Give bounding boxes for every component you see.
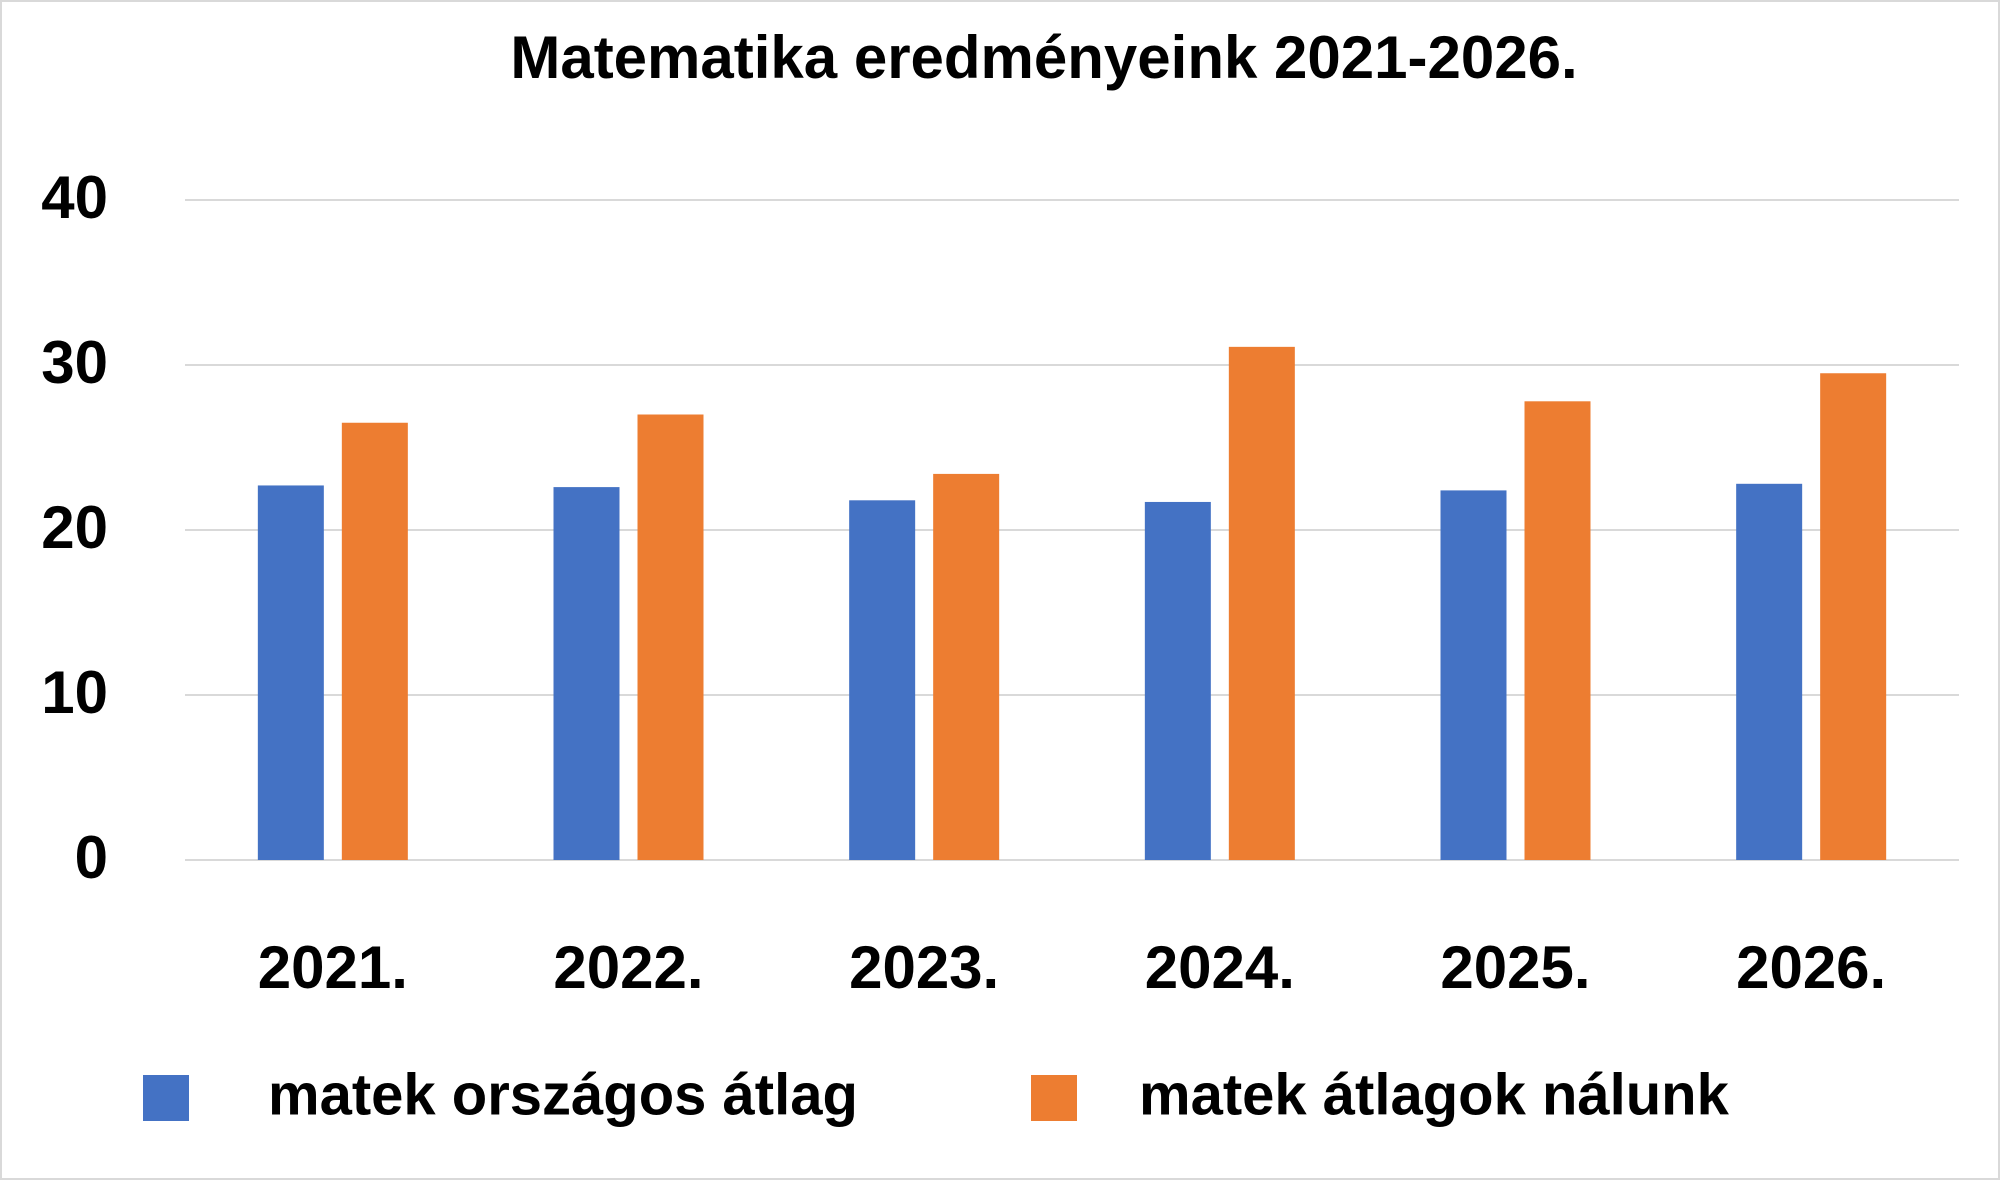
bar: [1820, 373, 1887, 860]
y-tick-label: 40: [41, 164, 108, 231]
bar: [257, 485, 324, 860]
bar: [637, 414, 704, 860]
chart-title: Matematika eredményeink 2021-2026.: [510, 24, 1577, 91]
x-tick-label: 2023.: [849, 934, 999, 1001]
x-tick-label: 2021.: [258, 934, 408, 1001]
bar: [1524, 401, 1591, 860]
legend-swatch: [143, 1075, 189, 1121]
x-tick-label: 2025.: [1440, 934, 1590, 1001]
bar: [933, 473, 1000, 860]
x-tick-label: 2026.: [1736, 934, 1886, 1001]
y-tick-label: 0: [75, 824, 108, 891]
bar: [849, 500, 916, 860]
bar: [1144, 501, 1211, 860]
y-tick-label: 10: [41, 659, 108, 726]
y-tick-label: 30: [41, 329, 108, 396]
x-tick-label: 2024.: [1145, 934, 1295, 1001]
legend-label: matek országos átlag: [268, 1062, 858, 1127]
x-tick-label: 2022.: [553, 934, 703, 1001]
bar: [1736, 483, 1803, 860]
bar: [553, 487, 620, 860]
y-tick-label: 20: [41, 494, 108, 561]
bar: [1228, 346, 1295, 861]
legend-swatch: [1031, 1075, 1077, 1121]
legend-label: matek átlagok nálunk: [1139, 1062, 1730, 1127]
bar: [1440, 490, 1507, 860]
bar: [341, 422, 408, 860]
